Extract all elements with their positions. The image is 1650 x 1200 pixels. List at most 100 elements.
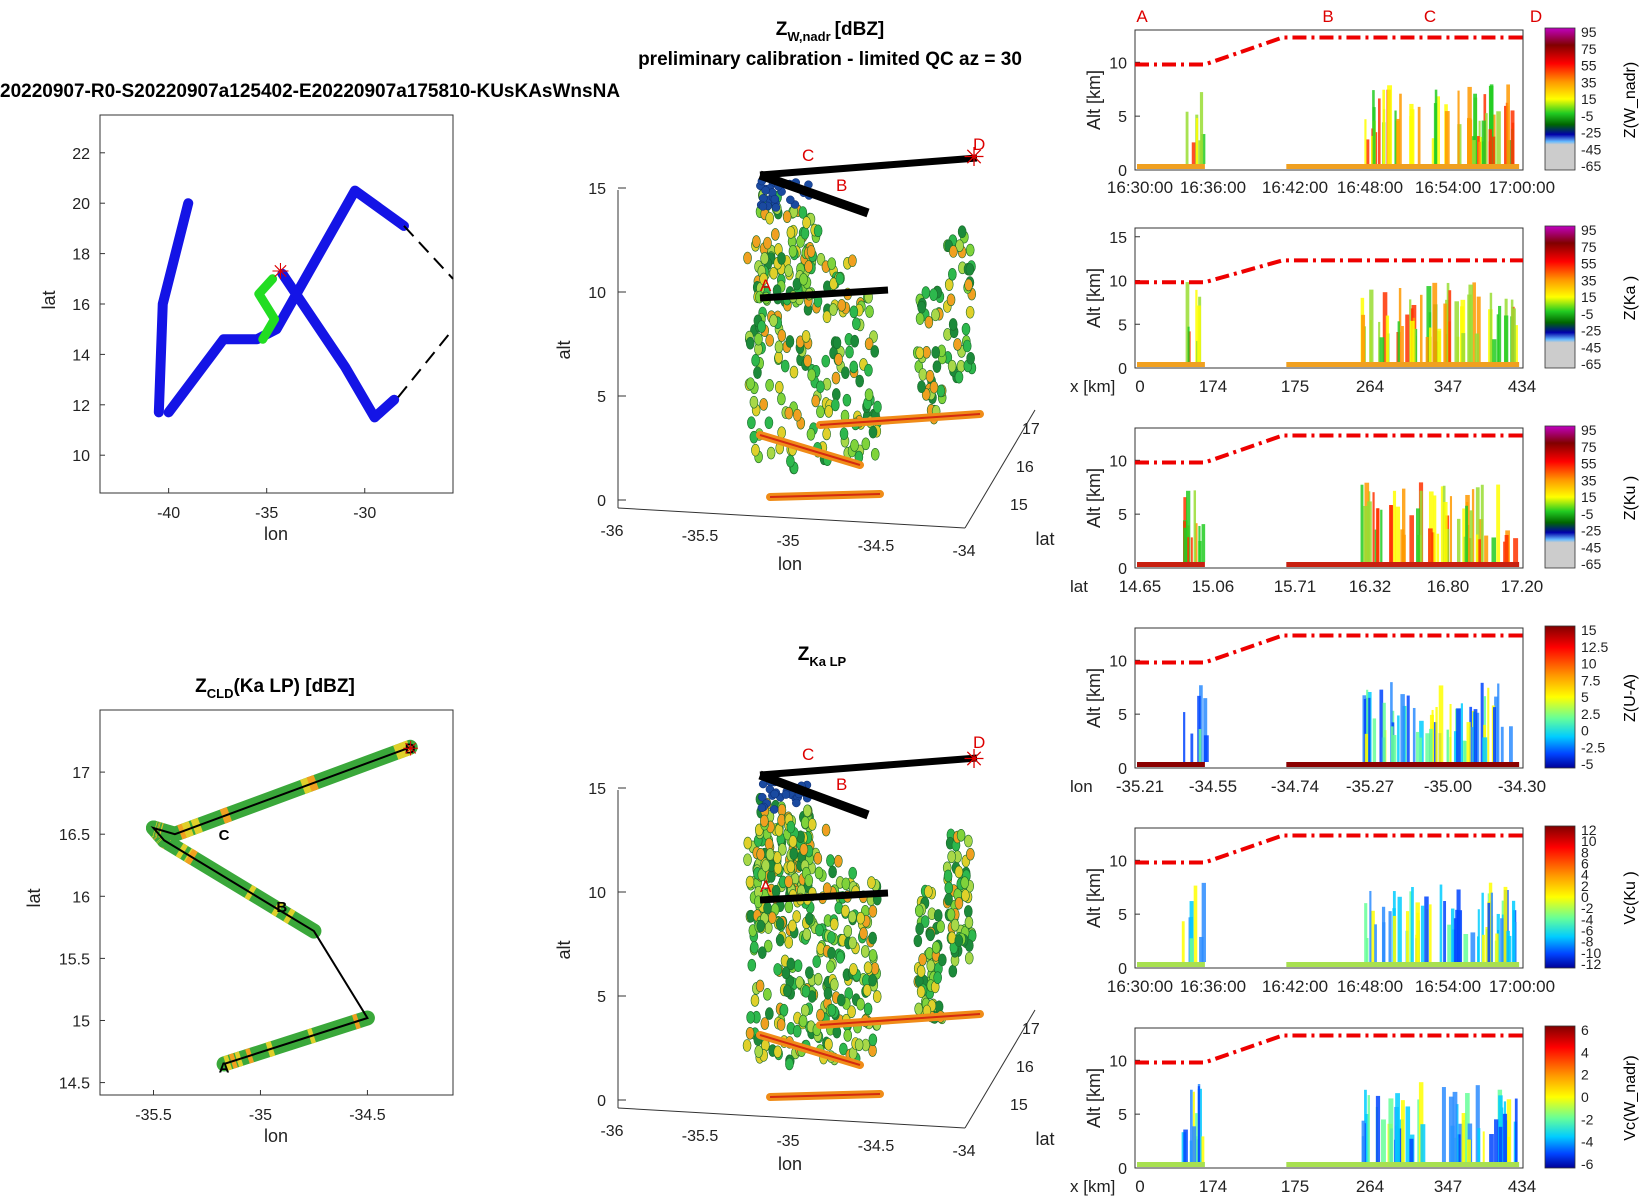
map-top-ytick: 22 [72,146,90,163]
echo-point [789,847,799,861]
echo-column [1382,292,1388,362]
surface-band-core [759,1034,861,1066]
echo-point [954,865,964,879]
echo-point [795,976,804,989]
echo-column [1393,915,1397,962]
echo-column [1492,136,1495,164]
echo-point [757,320,766,333]
echo-column [1419,294,1423,362]
colorbar-tick: -8 [1581,934,1594,950]
curtain-axis-label: x [km] [1070,377,1115,396]
echo-point [868,973,877,987]
scatter-ztick: 15 [588,781,606,798]
echo-column [1198,540,1202,562]
echo-column [1510,110,1515,164]
curtain-xtick: 16:36:00 [1180,977,1246,996]
echo-point [804,260,813,273]
echo-point [788,245,798,258]
colorbar-tick: -25 [1581,323,1601,339]
scatter-xtick: -34.5 [858,1138,895,1155]
echo-column [1494,696,1499,762]
map-top-ytick: 18 [72,247,90,264]
echo-point [931,346,940,359]
echo-column [1506,930,1510,962]
echo-column [1183,527,1188,562]
scatter-ztick: 5 [597,989,606,1006]
colorbar-tick: 75 [1581,439,1597,455]
echo-column [1454,301,1459,362]
echo-column [1372,492,1375,562]
echo-point [954,896,964,910]
echo-point [804,874,814,887]
echo-point [913,934,923,948]
map-top-ytick: 10 [72,448,90,465]
scatter-top-ylabel: lat [1035,529,1054,549]
echo-point [763,988,772,1001]
echo-point [868,1033,878,1047]
echo-point [750,994,760,1007]
echo-column [1467,117,1472,164]
colorbar-tick: -4 [1581,911,1594,927]
scatter-xtick: -35.5 [682,528,719,545]
echo-column [1485,113,1488,164]
echo-point [944,892,953,906]
echo-point [745,336,755,350]
echo-point [950,918,960,932]
echo-point [811,394,821,408]
echo-point [799,273,808,286]
echo-column [1453,731,1458,762]
surface-return [1137,562,1205,567]
echo-column [1411,887,1414,962]
echo-point [856,997,865,1011]
curtain-xtick: -34.55 [1189,777,1237,796]
scatter-xtick: -36 [600,1123,623,1140]
echo-point [770,789,779,799]
curtain-xtick: 174 [1199,1177,1227,1196]
label-D-bottom: D [973,733,985,752]
echo-point [813,972,823,986]
colorbar-tick: -25 [1581,125,1601,141]
curtain-ytick: 10 [1109,274,1127,291]
echo-column [1475,1085,1480,1162]
echo-column [1194,523,1198,562]
echo-point [925,369,935,383]
echo-column [1472,282,1476,362]
echo-column [1399,93,1402,164]
echo-column [1370,910,1375,962]
echo-column [1397,321,1400,362]
echo-column [1198,729,1202,762]
echo-point [835,951,845,964]
curtain-xtick: 347 [1434,1177,1462,1196]
echo-point [947,359,957,373]
echo-point [812,955,822,968]
colorbar-tick: -5 [1581,506,1594,522]
echo-column [1195,289,1198,362]
echo-point [849,305,859,319]
echo-column [1390,682,1393,762]
echo-column [1203,735,1209,762]
scatter-ztick: 15 [588,181,606,198]
echo-point [760,1017,770,1030]
echo-column [1460,703,1463,762]
echo-point [784,264,793,277]
scatter-ytick: 16 [1016,1059,1034,1076]
echo-column [1380,509,1383,562]
echo-point [749,395,759,409]
echo-point [781,966,791,980]
echo-point [814,866,824,880]
colorbar-tick: -45 [1581,339,1601,355]
marker-star-bottom: ✳ [963,744,985,774]
colorbar-tick: -5 [1581,108,1594,124]
echo-column [1443,303,1449,362]
echo-point [779,1003,789,1017]
echo-point [793,408,802,422]
echo-point [763,236,772,250]
echo-point [865,305,874,318]
echo-column [1475,712,1480,762]
echo-column [1192,1126,1197,1162]
curtain-xtick: 347 [1434,377,1462,396]
echo-point [931,308,940,322]
echo-column [1514,325,1518,362]
